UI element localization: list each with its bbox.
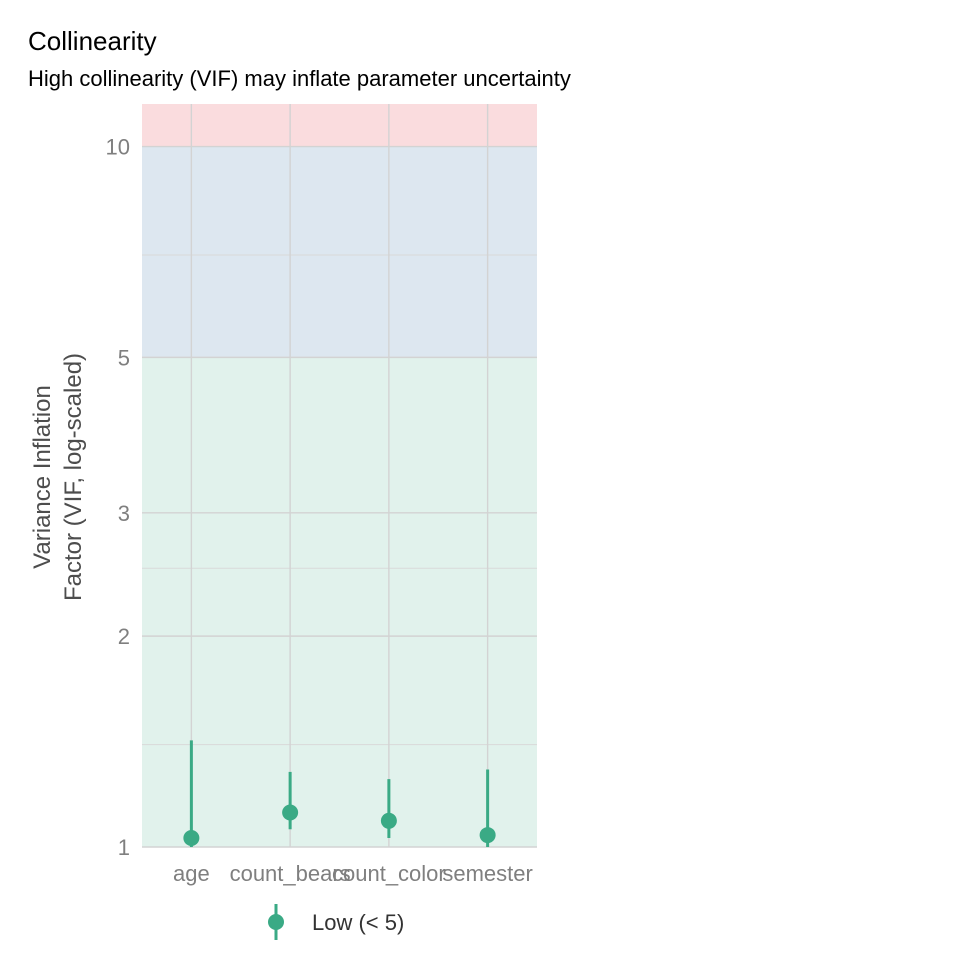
- y-tick-label-5: 5: [118, 345, 130, 370]
- gridlines: [142, 104, 537, 848]
- point-count_color: [380, 812, 397, 829]
- point-semester: [479, 827, 496, 844]
- chart-title: Collinearity: [28, 26, 157, 56]
- legend: Low (< 5): [268, 904, 404, 940]
- x-tick-label-count_bears: count_bears: [230, 861, 351, 886]
- x-tick-label-age: age: [173, 861, 210, 886]
- risk-band-2: [142, 104, 537, 147]
- point-count_bears: [282, 804, 299, 821]
- risk-band-1: [142, 146, 537, 358]
- y-axis-ticks: 1 2 3 5 10: [106, 135, 130, 860]
- legend-label-low: Low (< 5): [312, 910, 404, 935]
- x-tick-label-count_color: count_color: [332, 861, 446, 886]
- x-tick-label-semester: semester: [442, 861, 532, 886]
- risk-band-0: [142, 357, 537, 847]
- point-age: [183, 830, 200, 847]
- risk-bands: [142, 104, 537, 847]
- y-tick-label-3: 3: [118, 501, 130, 526]
- vif-points: [183, 740, 496, 847]
- y-tick-label-2: 2: [118, 624, 130, 649]
- y-axis-label-line-2: Factor (VIF, log-scaled): [60, 353, 87, 601]
- chart-subtitle: High collinearity (VIF) may inflate para…: [28, 66, 571, 91]
- legend-key-dot: [268, 914, 284, 930]
- y-tick-label-1: 1: [118, 835, 130, 860]
- y-axis-label-line-1: Variance Inflation: [29, 385, 56, 569]
- y-tick-label-10: 10: [106, 135, 130, 160]
